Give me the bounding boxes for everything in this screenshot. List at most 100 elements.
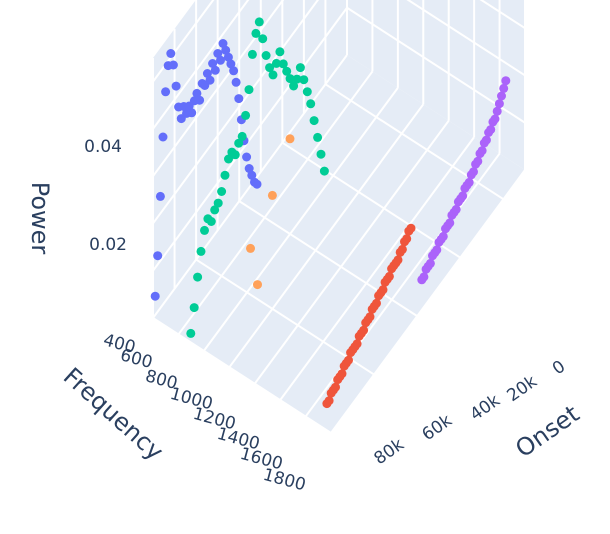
data-point[interactable] [221,45,231,55]
data-point[interactable] [231,77,241,87]
data-point[interactable] [372,298,381,308]
data-point[interactable] [237,131,247,141]
data-point[interactable] [205,75,215,85]
data-point[interactable] [432,245,442,255]
data-point[interactable] [200,225,209,235]
data-point[interactable] [419,272,429,282]
data-point[interactable] [213,198,223,208]
data-point[interactable] [282,66,292,76]
data-point[interactable] [477,146,487,156]
data-point[interactable] [206,217,216,226]
data-point[interactable] [278,59,288,69]
data-point[interactable] [150,291,160,301]
data-point[interactable] [246,243,255,253]
data-point[interactable] [234,138,244,148]
data-point[interactable] [195,95,205,105]
data-point[interactable] [217,187,227,196]
data-point[interactable] [393,255,403,265]
data-point[interactable] [451,204,461,214]
data-point[interactable] [193,272,203,282]
data-point[interactable] [226,59,236,69]
data-point[interactable] [486,125,496,135]
data-point[interactable] [365,312,375,322]
data-point[interactable] [499,83,509,93]
data-point[interactable] [247,49,257,59]
data-point[interactable] [289,81,299,91]
data-point[interactable] [196,246,206,256]
data-point[interactable] [331,382,340,392]
data-point[interactable] [492,106,502,116]
data-point[interactable] [210,205,220,215]
data-point[interactable] [481,135,491,145]
data-point[interactable] [324,396,334,406]
data-point[interactable] [186,328,196,338]
data-point[interactable] [285,74,295,84]
data-point[interactable] [244,164,254,173]
data-point[interactable] [213,49,223,58]
data-point[interactable] [402,234,412,244]
data-point[interactable] [189,303,199,313]
data-point[interactable] [359,325,369,335]
data-point[interactable] [469,167,478,177]
data-point[interactable] [229,66,239,76]
data-point[interactable] [252,179,262,189]
data-point[interactable] [378,285,388,295]
data-point[interactable] [258,34,268,44]
data-point[interactable] [253,280,262,290]
data-point[interactable] [337,369,347,379]
data-point[interactable] [208,59,218,68]
data-point[interactable] [247,170,257,180]
data-point[interactable] [267,190,277,200]
data-point[interactable] [254,17,264,27]
data-point[interactable] [397,244,407,254]
data-point[interactable] [166,49,176,58]
data-point[interactable] [292,74,302,84]
data-point[interactable] [285,134,295,144]
data-point[interactable] [425,258,435,268]
data-point[interactable] [230,150,240,160]
data-point[interactable] [171,81,181,91]
data-point[interactable] [216,55,225,65]
data-point[interactable] [168,60,178,70]
data-point[interactable] [187,108,197,118]
data-point[interactable] [234,94,244,104]
data-point[interactable] [192,88,202,98]
data-point[interactable] [153,251,163,261]
data-point[interactable] [406,223,416,233]
data-point[interactable] [244,85,254,95]
data-point[interactable] [352,339,362,349]
data-point[interactable] [344,355,353,365]
data-point[interactable] [319,166,329,176]
data-point[interactable] [490,114,500,124]
data-point[interactable] [161,87,171,97]
data-point[interactable] [316,149,326,159]
data-point[interactable] [265,63,275,73]
data-point[interactable] [306,99,316,109]
data-point[interactable] [224,154,233,164]
data-point[interactable] [242,152,252,162]
data-point[interactable] [251,28,261,38]
data-point[interactable] [220,170,230,180]
data-point[interactable] [218,39,228,48]
data-point[interactable] [295,63,305,73]
data-point[interactable] [313,132,323,142]
data-point[interactable] [261,51,271,60]
data-point[interactable] [494,99,504,109]
data-point[interactable] [445,218,455,228]
data-point[interactable] [438,231,448,241]
data-point[interactable] [458,191,468,201]
data-point[interactable] [501,76,511,86]
data-point[interactable] [299,75,309,85]
data-point[interactable] [464,177,474,187]
data-point[interactable] [158,132,168,142]
data-point[interactable] [210,65,220,75]
data-point[interactable] [473,156,483,166]
data-point[interactable] [155,191,165,201]
data-point[interactable] [275,47,285,57]
data-point[interactable] [384,271,394,281]
data-point[interactable] [241,110,251,120]
data-point[interactable] [302,87,312,97]
data-point[interactable] [268,70,278,80]
data-point[interactable] [271,58,281,68]
data-point[interactable] [223,52,233,62]
